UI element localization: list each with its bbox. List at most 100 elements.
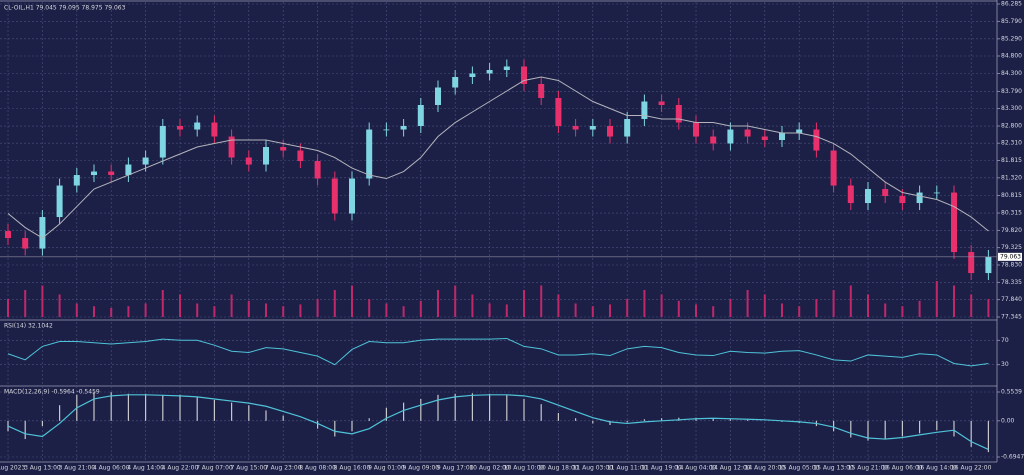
- candle-body: [779, 133, 785, 141]
- x-tick-label: 15 Aug 05:00: [779, 465, 820, 472]
- candle-body: [297, 150, 304, 162]
- volume-bar: [781, 303, 783, 317]
- candle-body: [675, 105, 682, 123]
- x-tick-label: 7 Aug 15:00: [230, 465, 267, 472]
- x-tick-label: 15 Aug 21:00: [848, 465, 889, 472]
- volume-bar: [884, 303, 887, 317]
- candle-body: [228, 136, 235, 158]
- candle-body: [951, 192, 957, 253]
- y-tick-label: 30: [1001, 361, 1009, 368]
- y-tick-label: 84.800: [1001, 52, 1022, 59]
- candle-body: [108, 171, 115, 176]
- volume-bar: [265, 303, 267, 317]
- x-tick-label: 8 Aug 16:00: [334, 465, 371, 472]
- volume-bar: [110, 308, 113, 317]
- volume-bar: [918, 300, 921, 317]
- candle-body: [607, 126, 613, 137]
- volume-bar: [282, 306, 285, 317]
- y-tick-label: 82.310: [1001, 140, 1022, 147]
- volume-bar: [867, 294, 869, 317]
- volume-bar: [540, 285, 543, 317]
- x-tick-label: 4 Aug 14:00: [127, 465, 164, 472]
- candle-body: [744, 129, 751, 137]
- last-price-box: [998, 252, 1022, 261]
- y-tick-label: 0.00: [1001, 417, 1015, 424]
- volume-bar: [626, 299, 629, 317]
- volume-bar: [798, 306, 801, 317]
- x-tick-label: 10 Aug 02:00: [469, 465, 510, 472]
- candle-body: [56, 185, 63, 218]
- y-tick-label: 86.285: [1001, 1, 1022, 8]
- x-tick-label: 14 Aug 04:00: [676, 465, 717, 472]
- x-tick-label: 10 Aug 18:00: [538, 465, 579, 472]
- x-tick-label: 4 Aug 06:00: [93, 465, 130, 472]
- volume-bar: [609, 304, 611, 317]
- volume-bar: [643, 290, 646, 317]
- candle-body: [916, 192, 923, 204]
- x-tick-label: 7 Aug 23:00: [265, 465, 302, 472]
- volume-bar: [935, 281, 938, 317]
- candle-body: [349, 178, 355, 214]
- candle-body: [882, 189, 889, 197]
- volume-bar: [505, 304, 508, 317]
- candle-body: [435, 87, 441, 106]
- y-tick-label: 77.345: [1001, 314, 1022, 321]
- rsi-line: [7, 337, 989, 367]
- y-tick-label: 0.5539: [1001, 389, 1022, 396]
- volume-bar: [316, 299, 319, 317]
- x-tick-label: 11 Aug 11:00: [607, 465, 648, 472]
- volume-bar: [849, 285, 852, 317]
- candle-body: [73, 175, 80, 186]
- x-tick-label: 7 Aug 07:00: [196, 465, 233, 472]
- candle-body: [263, 147, 269, 165]
- x-tick-label: 16 Aug 14:00: [917, 465, 958, 472]
- candle-body: [538, 84, 545, 99]
- volume-bar: [24, 290, 27, 317]
- main-title: CL-OIL,H1 79.045 79.095 78.975 79.063: [4, 5, 126, 12]
- candle-body: [314, 161, 321, 179]
- candle-body: [5, 231, 11, 239]
- x-tick-label: 3 Aug 13:00: [24, 465, 61, 472]
- x-tick-label: 15 Aug 13:00: [813, 465, 854, 472]
- x-tick-label: 11 Aug 19:00: [641, 465, 682, 472]
- candle-body: [400, 126, 407, 130]
- x-tick-label: 9 Aug 09:00: [402, 465, 439, 472]
- y-tick-label: 85.790: [1001, 18, 1022, 25]
- volume-bar: [763, 294, 766, 317]
- volume-bar: [677, 300, 680, 317]
- volume-bar: [93, 306, 95, 317]
- macd-title: MACD(12,26,9) -0.5964 -0.5459: [4, 389, 100, 396]
- volume-bar: [815, 299, 818, 317]
- candle-body: [22, 238, 29, 249]
- y-tick-label: 83.790: [1001, 88, 1022, 95]
- volume-bar: [712, 306, 715, 317]
- x-tick-label: 9 Aug 01:00: [368, 465, 405, 472]
- y-tick-label: 70: [1001, 337, 1009, 344]
- volume-bar: [299, 304, 302, 317]
- candle-body: [503, 66, 510, 70]
- candle-body: [125, 164, 132, 176]
- volume-bar: [402, 306, 405, 317]
- candle-body: [933, 192, 940, 194]
- volume-bar: [385, 303, 388, 317]
- candle-body: [985, 256, 992, 274]
- candle-body: [572, 126, 579, 130]
- candle-body: [452, 76, 459, 88]
- x-tick-label: 3 Aug 21:00: [58, 465, 95, 472]
- x-tick-label: 16 Aug 06:00: [882, 465, 923, 472]
- x-tick-label: 11 Aug 03:00: [573, 465, 614, 472]
- volume-bar: [58, 294, 61, 317]
- y-tick-label: 85.290: [1001, 35, 1022, 42]
- volume-bar: [746, 290, 749, 317]
- volume-bar: [695, 304, 697, 317]
- candle-body: [159, 126, 166, 158]
- candle-body: [968, 252, 975, 274]
- volume-bar: [729, 299, 732, 317]
- candle-body: [486, 69, 493, 74]
- candle-body: [280, 147, 287, 151]
- candle-body: [658, 101, 665, 106]
- volume-bar: [196, 303, 199, 317]
- candle-body: [39, 217, 46, 249]
- volume-bar: [213, 306, 216, 317]
